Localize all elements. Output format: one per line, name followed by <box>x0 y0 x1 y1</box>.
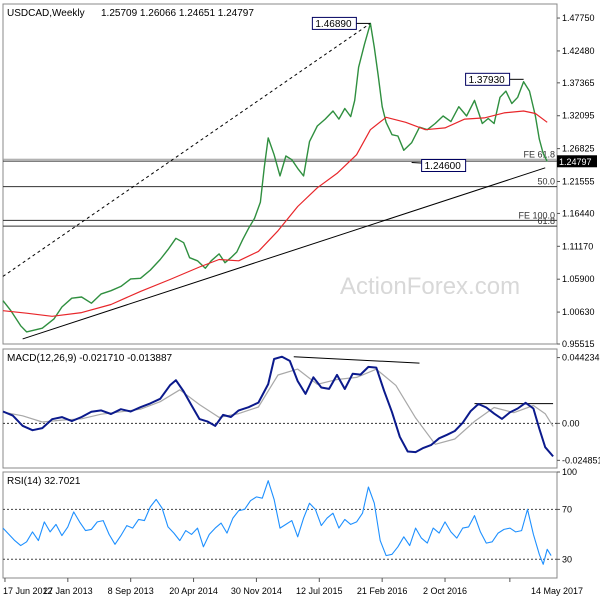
fib-level-label: 50.0 <box>537 177 555 187</box>
annotation-label: 1.46890 <box>315 19 352 30</box>
price-tick-label: 1.00630 <box>562 307 595 317</box>
macd-divergence-line <box>293 356 420 364</box>
annotation-label: 1.24600 <box>425 161 462 172</box>
current-price-marker: 1.24797 <box>557 155 597 168</box>
x-tick-label: 12 Jul 2015 <box>296 586 343 596</box>
fib-level-label: 61.8 <box>537 216 555 226</box>
macd-axis-labels: 0.044234 0.00 -0.024851 <box>557 353 600 465</box>
x-tick-label: 17 Jun 2012 <box>3 586 53 596</box>
rsi-panel-title: RSI(14) 32.7021 <box>7 476 81 487</box>
price-axis-labels: 1.47750 1.42480 1.37365 1.32095 1.26825 1.215… <box>557 13 595 349</box>
rsi-panel: RSI(14) 32.7021 100 70 30 <box>2 467 577 579</box>
price-panel: USDCAD,Weekly 1.25709 1.26066 1.24651 1.… <box>2 3 597 349</box>
price-series <box>2 22 548 333</box>
dashed-trendline <box>2 22 371 277</box>
price-tick-label: 1.16440 <box>562 208 595 218</box>
x-tick-label: 27 Jan 2013 <box>43 586 93 596</box>
moving-average-line <box>2 110 548 317</box>
price-tick-label: 1.11170 <box>562 241 593 251</box>
support-trendline <box>22 167 546 340</box>
x-tick-label: 8 Sep 2013 <box>108 586 154 596</box>
macd-series <box>2 355 554 458</box>
rsi-axis-labels: 100 70 30 <box>557 467 577 564</box>
annotation-label: 1.37930 <box>469 75 506 86</box>
macd-line <box>2 355 554 458</box>
price-tick-label: 1.32095 <box>562 111 595 121</box>
macd-tick-label: 0.00 <box>562 418 580 428</box>
fib-level-label: FE 61.8 <box>523 149 555 159</box>
price-tick-label: 1.37365 <box>562 78 595 88</box>
watermark: ActionForex.com <box>340 273 520 300</box>
rsi-tick-label: 70 <box>562 504 572 514</box>
rsi-tick-label: 100 <box>562 467 577 477</box>
price-ohlc-label: 1.25709 1.26066 1.24651 1.24797 <box>101 8 254 19</box>
price-panel-title: USDCAD,Weekly <box>7 8 85 19</box>
price-tick-label: 0.95515 <box>562 339 595 349</box>
price-tick-label: 1.26825 <box>562 144 595 154</box>
x-tick-label: 20 Apr 2014 <box>169 586 218 596</box>
rsi-line <box>2 480 552 565</box>
annotation-box <box>311 16 357 30</box>
current-price-label: 1.24797 <box>559 157 592 167</box>
macd-tick-label: -0.024851 <box>562 455 600 465</box>
price-tick-label: 1.47750 <box>562 13 595 23</box>
macd-signal-line <box>2 368 554 445</box>
macd-panel-title: MACD(12,26,9) -0.021710 -0.013887 <box>7 353 173 364</box>
x-tick-label: 14 May 2017 <box>531 586 583 596</box>
macd-panel: MACD(12,26,9) -0.021710 -0.013887 0.0442… <box>2 348 600 469</box>
macd-divergence-lines <box>3 356 557 424</box>
fib-level-label: FE 100.0 <box>518 210 555 220</box>
macd-tick-label: 0.044234 <box>562 353 600 363</box>
price-trendlines <box>2 22 546 340</box>
rsi-series <box>2 480 557 565</box>
price-tick-label: 1.21555 <box>562 177 595 187</box>
price-annotations: 1.46890 1.37930 1.24600 <box>311 16 524 173</box>
price-tick-label: 1.42480 <box>562 46 595 56</box>
annotation-box <box>465 72 511 86</box>
x-tick-label: 2 Oct 2016 <box>423 586 467 596</box>
price-line <box>2 22 548 333</box>
x-tick-label: 30 Nov 2014 <box>231 586 282 596</box>
annotation-box <box>421 159 467 173</box>
price-tick-label: 1.05900 <box>562 274 595 284</box>
rsi-tick-label: 30 <box>562 554 572 564</box>
x-tick-label: 21 Feb 2016 <box>357 586 408 596</box>
